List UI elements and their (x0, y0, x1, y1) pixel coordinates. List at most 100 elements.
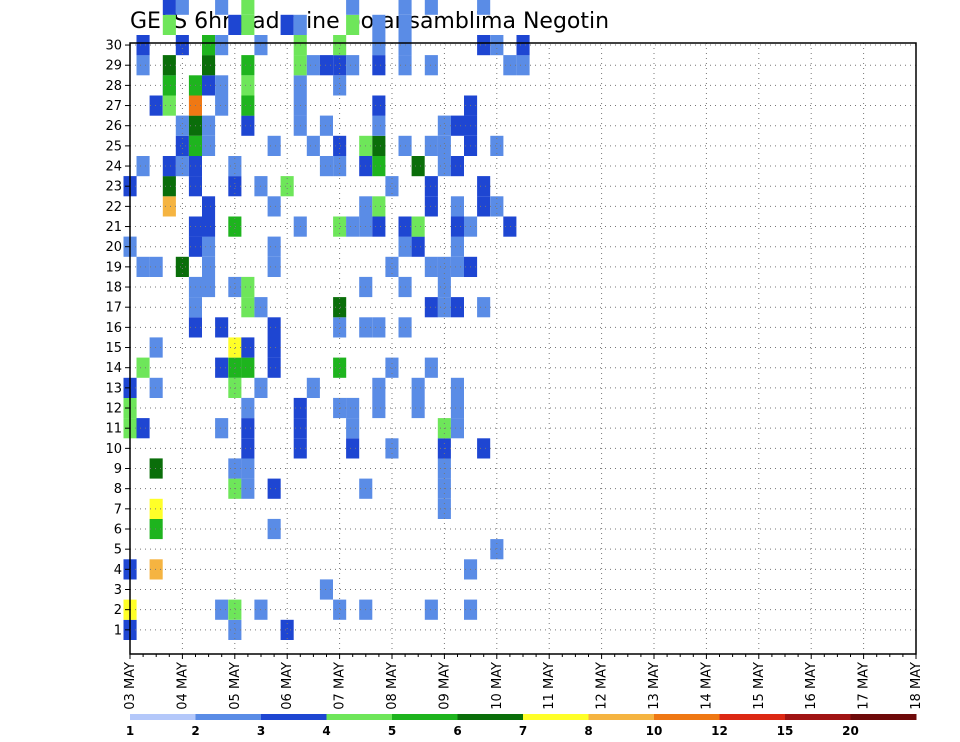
y-tick-label: 21 (105, 220, 122, 235)
heatmap-cell (503, 55, 517, 76)
heatmap-cell (437, 297, 451, 318)
heatmap-cell (346, 418, 360, 439)
heatmap-cell (149, 559, 163, 580)
heatmap-cell (398, 14, 412, 36)
heatmap-cell (372, 55, 386, 76)
heatmap-cell (437, 135, 451, 156)
y-tick-label: 5 (114, 543, 122, 558)
y-tick-label: 1 (114, 623, 122, 638)
y-tick-label: 27 (105, 99, 122, 114)
heatmap-cell (516, 55, 530, 76)
x-tick-label: 09 MAY (437, 662, 452, 710)
x-tick-label: 14 MAY (699, 662, 714, 710)
heatmap-cell (175, 0, 189, 15)
heatmap-cell (333, 75, 347, 96)
heatmap-cell (241, 397, 255, 419)
heatmap-cell (516, 35, 530, 56)
heatmap-cell (424, 196, 438, 217)
heatmap-cell (175, 256, 189, 277)
heatmap-cell (241, 55, 255, 76)
y-tick-label: 8 (114, 482, 122, 497)
heatmap-cell (215, 599, 229, 620)
heatmap-cell (267, 196, 281, 217)
y-tick-label: 13 (105, 381, 122, 396)
heatmap-cell (477, 438, 491, 459)
heatmap-cell (175, 156, 189, 177)
heatmap-cell (136, 418, 150, 439)
heatmap-cell (215, 317, 229, 338)
y-tick-label: 4 (114, 563, 122, 578)
heatmap-cell (424, 256, 438, 277)
y-tick-label: 28 (105, 79, 122, 94)
heatmap-cell (450, 297, 464, 318)
chart-title: GEFS 6hr padavine po ansamblima Negotin (130, 9, 609, 34)
heatmap-cell (385, 357, 399, 378)
heatmap-cell (202, 55, 216, 76)
y-tick-label: 25 (105, 139, 122, 154)
heatmap-cell (424, 0, 438, 15)
colorbar-label: 4 (322, 724, 330, 738)
heatmap-cell (333, 35, 347, 56)
heatmap-cell (411, 216, 425, 237)
heatmap-cell (228, 599, 242, 620)
cells-layer (123, 0, 530, 640)
heatmap-cell (333, 216, 347, 237)
heatmap-cell (241, 95, 255, 116)
heatmap-cell (202, 256, 216, 277)
colorbar-label: 20 (842, 724, 859, 738)
colorbar-label: 1 (126, 724, 134, 738)
heatmap-cell (228, 357, 242, 378)
y-tick-label: 19 (105, 260, 122, 275)
heatmap-cell (333, 599, 347, 620)
y-tick-label: 12 (105, 402, 122, 417)
heatmap-cell (333, 55, 347, 76)
heatmap-cell (136, 156, 150, 177)
heatmap-cell (385, 176, 399, 197)
heatmap-cell (477, 196, 491, 217)
heatmap-cell (241, 458, 255, 479)
y-tick-label: 23 (105, 180, 122, 195)
heatmap-cell (202, 35, 216, 56)
heatmap-cell (319, 55, 333, 76)
colorbar-segment (654, 714, 720, 720)
heatmap-cell (450, 236, 464, 257)
colorbar-label: 12 (711, 724, 728, 738)
colorbar-segment (850, 714, 917, 720)
colorbar-label: 2 (191, 724, 199, 738)
heatmap-cell (136, 256, 150, 277)
heatmap-cell (450, 216, 464, 237)
heatmap-cell (136, 357, 150, 378)
x-tick-label: 18 MAY (909, 662, 924, 710)
heatmap-cell (372, 317, 386, 338)
heatmap-cell (136, 35, 150, 56)
y-tick-label: 22 (105, 200, 122, 215)
heatmap-cell (450, 418, 464, 439)
heatmap-cell (267, 317, 281, 338)
y-tick-label: 26 (105, 119, 122, 134)
heatmap-cell (228, 619, 242, 640)
heatmap-cell (241, 297, 255, 318)
heatmap-cell (346, 0, 360, 15)
heatmap-cell (490, 196, 504, 217)
heatmap-cell (175, 35, 189, 56)
heatmap-cell (490, 35, 504, 56)
heatmap-cell (346, 438, 360, 459)
heatmap-cell (450, 196, 464, 217)
x-tick-label: 13 MAY (647, 662, 662, 710)
heatmap-cell (477, 35, 491, 56)
x-tick-label: 03 MAY (123, 662, 138, 710)
heatmap-cell (372, 377, 386, 398)
heatmap-cell (437, 276, 451, 298)
heatmap-cell (202, 236, 216, 257)
heatmap-cell (280, 14, 294, 36)
heatmap-cell (398, 0, 412, 15)
heatmap-cell (202, 135, 216, 156)
colorbar-segment (523, 714, 589, 720)
heatmap-cell (424, 135, 438, 156)
heatmap-cell (319, 579, 333, 600)
heatmap-cell (162, 14, 176, 36)
x-tick-label: 15 MAY (752, 662, 767, 710)
heatmap-cell (149, 377, 163, 398)
heatmap-cell (306, 377, 320, 398)
